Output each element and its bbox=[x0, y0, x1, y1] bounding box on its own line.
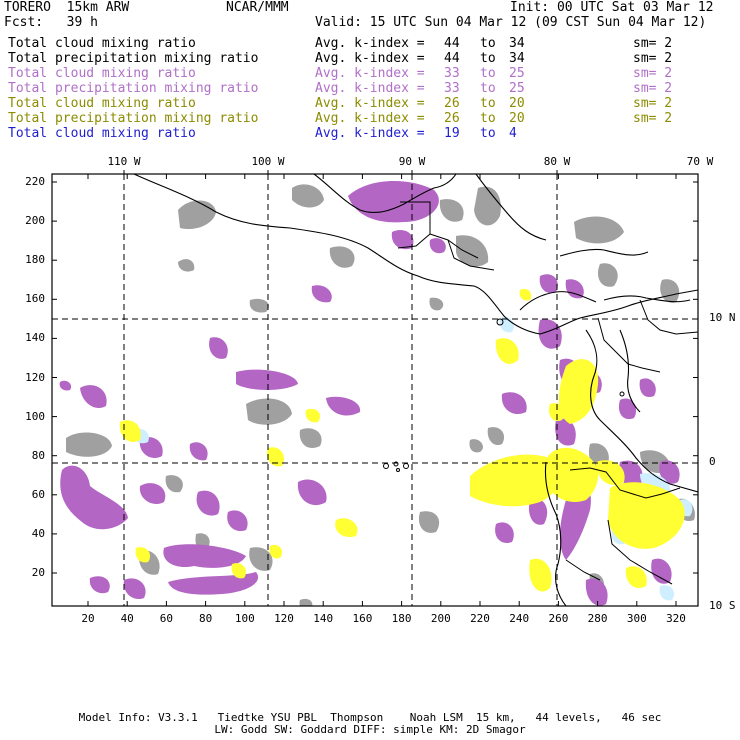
longitude-label: 90 W bbox=[398, 155, 426, 168]
lat-lon-gridlines bbox=[52, 174, 698, 606]
legend-to: to bbox=[480, 66, 496, 81]
legend-k-start: 44 bbox=[444, 51, 460, 66]
axis-ticks bbox=[52, 170, 698, 606]
x-tick-label: 200 bbox=[430, 612, 451, 625]
legend-field-name: Total precipitation mixing ratio bbox=[8, 51, 259, 66]
legend-k-end: 34 bbox=[509, 51, 525, 66]
legend-k-start: 26 bbox=[444, 96, 460, 111]
x-tick-label: 40 bbox=[120, 612, 134, 625]
legend-to: to bbox=[480, 96, 496, 111]
x-tick-label: 260 bbox=[548, 612, 569, 625]
forecast-hour: Fcst: 39 h bbox=[4, 15, 98, 30]
legend-smoothing: sm= 2 bbox=[633, 81, 673, 96]
y-tick-label: 40 bbox=[31, 526, 45, 540]
x-tick-label: 220 bbox=[470, 612, 490, 625]
legend-avg-label: Avg. k-index = bbox=[315, 66, 425, 81]
map-frame bbox=[51, 173, 699, 607]
borders bbox=[397, 201, 698, 585]
latitude-label: 0 bbox=[709, 455, 716, 468]
x-tick-label: 180 bbox=[391, 612, 412, 625]
y-tick-label: 220 bbox=[25, 175, 45, 188]
latitude-label: 10 N bbox=[709, 311, 736, 324]
legend-smoothing: sm= 2 bbox=[633, 96, 673, 111]
legend-k-start: 33 bbox=[444, 66, 460, 81]
x-tick-label: 60 bbox=[159, 612, 174, 625]
legend-avg-label: Avg. k-index = bbox=[315, 81, 425, 96]
x-tick-label: 140 bbox=[313, 612, 334, 625]
legend-k-end: 25 bbox=[509, 66, 525, 81]
legend-avg-label: Avg. k-index = bbox=[315, 36, 425, 51]
legend-k-end: 4 bbox=[509, 126, 517, 141]
footer-physics-info: LW: Godd SW: Goddard DIFF: simple KM: 2D… bbox=[214, 723, 526, 736]
yellow-cloud-areas bbox=[119, 288, 685, 592]
x-tick-label: 320 bbox=[666, 612, 686, 625]
legend-smoothing: sm= 2 bbox=[633, 111, 673, 126]
footer-model-info: Model Info: V3.3.1 Tiedtke YSU PBL Thomp… bbox=[78, 711, 662, 724]
legend-avg-label: Avg. k-index = bbox=[315, 126, 425, 141]
x-tick-label: 300 bbox=[626, 612, 647, 625]
y-tick-label: 120 bbox=[25, 370, 45, 384]
legend-to: to bbox=[480, 126, 496, 141]
legend-smoothing: sm= 2 bbox=[633, 66, 673, 81]
legend-field-name: Total cloud mixing ratio bbox=[8, 126, 196, 141]
legend-avg-label: Avg. k-index = bbox=[315, 111, 425, 126]
gray-cloud-areas bbox=[66, 184, 695, 606]
legend-smoothing: sm= 2 bbox=[633, 51, 673, 66]
legend-k-start: 26 bbox=[444, 111, 460, 126]
longitude-label: 70 W bbox=[686, 155, 714, 168]
legend-k-end: 20 bbox=[509, 111, 525, 126]
legend-field-name: Total cloud mixing ratio bbox=[8, 66, 196, 81]
legend-field-name: Total precipitation mixing ratio bbox=[8, 111, 259, 126]
y-tick-label: 200 bbox=[25, 214, 45, 228]
x-tick-label: 240 bbox=[509, 612, 530, 625]
legend-field-name: Total cloud mixing ratio bbox=[8, 96, 196, 111]
y-tick-label: 160 bbox=[25, 292, 45, 306]
legend-smoothing: sm= 2 bbox=[633, 36, 673, 51]
x-tick-label: 20 bbox=[81, 612, 95, 625]
legend-to: to bbox=[480, 51, 496, 66]
legend-field-name: Total precipitation mixing ratio bbox=[8, 81, 259, 96]
valid-time: Valid: 15 UTC Sun 04 Mar 12 (09 CST Sun … bbox=[315, 15, 707, 30]
legend-to: to bbox=[480, 36, 496, 51]
model-title: TORERO 15km ARW bbox=[4, 0, 130, 15]
x-tick-label: 80 bbox=[198, 612, 213, 625]
x-tick-label: 100 bbox=[234, 612, 255, 625]
legend-k-end: 20 bbox=[509, 96, 525, 111]
longitude-label: 80 W bbox=[543, 155, 571, 168]
y-tick-label: 100 bbox=[25, 409, 45, 423]
legend-field-name: Total cloud mixing ratio bbox=[8, 36, 196, 51]
y-tick-label: 20 bbox=[31, 566, 45, 579]
y-tick-label: 80 bbox=[31, 448, 45, 462]
legend-k-start: 33 bbox=[444, 81, 460, 96]
legend-avg-label: Avg. k-index = bbox=[315, 51, 425, 66]
x-tick-label: 160 bbox=[352, 612, 373, 625]
y-tick-label: 60 bbox=[31, 487, 45, 501]
legend-k-end: 25 bbox=[509, 81, 525, 96]
legend-k-end: 34 bbox=[509, 36, 525, 51]
x-tick-label: 280 bbox=[587, 612, 608, 625]
legend-to: to bbox=[480, 111, 496, 126]
init-time: Init: 00 UTC Sat 03 Mar 12 bbox=[510, 0, 714, 15]
longitude-label: 110 W bbox=[107, 155, 141, 168]
legend-k-start: 44 bbox=[444, 36, 460, 51]
legend-k-start: 19 bbox=[444, 126, 460, 141]
longitude-label: 100 W bbox=[251, 155, 285, 168]
y-tick-label: 140 bbox=[25, 331, 45, 345]
legend-avg-label: Avg. k-index = bbox=[315, 96, 425, 111]
legend-to: to bbox=[480, 81, 496, 96]
org-label: NCAR/MMM bbox=[226, 0, 289, 15]
latitude-label: 10 S bbox=[709, 599, 736, 612]
x-tick-label: 120 bbox=[274, 612, 294, 625]
y-tick-label: 180 bbox=[25, 253, 45, 267]
